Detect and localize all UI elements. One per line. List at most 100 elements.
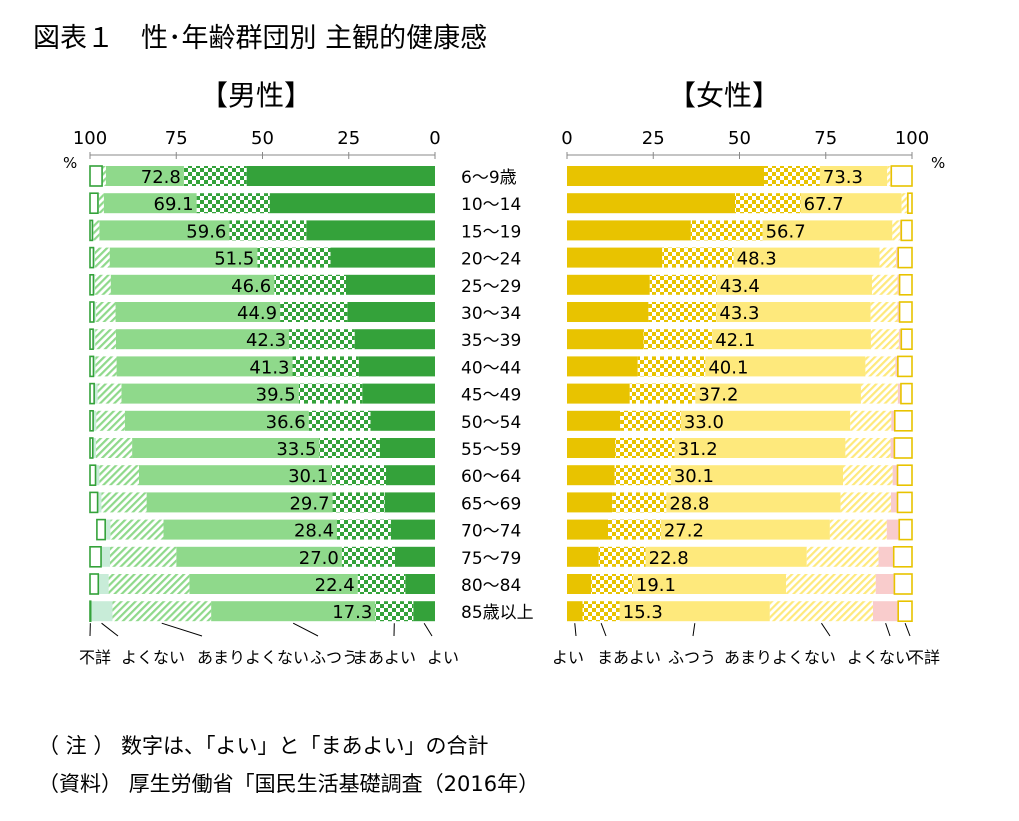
female-bar-unknown [896, 464, 913, 487]
male-bar-rather-bad [102, 166, 106, 186]
male-bar-good [354, 329, 435, 350]
female-bar-unknown [892, 545, 913, 568]
male-bar-unknown [89, 355, 95, 378]
female-bar-unknown [898, 301, 913, 323]
female-bar-good [567, 492, 613, 513]
male-data-label: 30.1 [288, 466, 328, 487]
male-bar-bad [90, 601, 113, 622]
male-bar-rather-bad [95, 356, 117, 377]
female-tick-label: 50 [728, 128, 751, 149]
female-bar-bad [875, 574, 895, 594]
female-bar-fair [649, 274, 717, 295]
female-bar-unknown [893, 409, 913, 432]
male-bar-fair [375, 601, 414, 622]
female-bar-unknown [898, 518, 913, 541]
female-bar-unknown [898, 273, 913, 296]
male-bar-fair [331, 465, 387, 486]
female-legend-bad: よくない [847, 648, 911, 667]
female-bar-unknown [897, 600, 913, 623]
female-bar-normal [712, 329, 871, 350]
male-bar-fair [183, 166, 247, 186]
male-bar-bad [93, 302, 96, 322]
male-bar-unknown [89, 464, 97, 487]
male-tick-label: 100 [73, 128, 107, 149]
age-group-label: 80～84 [461, 576, 521, 596]
female-bar-rather-bad [843, 465, 893, 486]
female-data-label: 37.2 [698, 385, 738, 406]
female-legend-leader [692, 623, 696, 637]
female-bar-unknown [896, 491, 913, 514]
female-data-label: 30.1 [674, 466, 714, 487]
male-legend-good: よい [427, 648, 459, 667]
male-bar-bad [105, 519, 111, 540]
male-bar-unknown [89, 165, 103, 187]
female-legend-leader [904, 623, 911, 637]
female-bar-good [567, 220, 691, 241]
female-bar-good [567, 166, 764, 186]
female-bar-normal [800, 193, 902, 214]
female-tick-label: 0 [561, 128, 572, 149]
male-data-label: 72.8 [141, 167, 181, 188]
female-data-label: 67.7 [804, 194, 844, 215]
female-bar-normal [695, 383, 861, 404]
female-bar-normal [660, 519, 830, 540]
male-legend-leader [161, 622, 203, 637]
female-tick-label: 100 [895, 128, 929, 149]
female-bar-normal [762, 220, 893, 241]
male-bar-unknown [89, 600, 92, 623]
male-tick-label: 75 [165, 128, 188, 149]
female-bar-unknown [900, 219, 913, 242]
male-legend-leader [292, 622, 319, 637]
male-legend-bad: よくない [121, 648, 185, 667]
male-bar-normal [109, 247, 258, 268]
female-bar-unknown [893, 437, 913, 459]
male-bar-good [330, 247, 435, 268]
male-tick-label: 0 [429, 128, 440, 149]
female-bar-bad [896, 247, 899, 268]
male-bar-unknown [89, 409, 94, 432]
male-bar-normal [105, 166, 184, 186]
male-bar-normal [110, 274, 275, 295]
female-panel-title: 【女性】 [668, 79, 781, 112]
male-bar-rather-bad [94, 247, 110, 268]
female-bar-bad [898, 329, 902, 350]
male-data-label: 29.7 [289, 493, 329, 514]
female-bar-good [567, 274, 650, 295]
female-bar-rather-bad [879, 247, 897, 268]
male-bar-rather-bad [110, 546, 177, 567]
male-data-label: 51.5 [214, 249, 254, 270]
male-bar-unknown [89, 437, 94, 459]
female-bar-fair [763, 166, 820, 186]
male-bar-fair [274, 274, 346, 295]
male-bar-good [394, 546, 435, 567]
female-data-label: 42.1 [715, 330, 755, 351]
female-bar-unknown [897, 246, 913, 269]
male-bar-fair [196, 193, 270, 214]
male-bar-rather-bad [94, 274, 111, 295]
male-bar-rather-bad [110, 519, 164, 540]
male-bar-rather-bad [96, 410, 125, 431]
male-bar-bad [94, 383, 98, 404]
male-bar-rather-bad [112, 601, 212, 622]
male-bar-fair [319, 438, 380, 458]
female-bar-unknown [900, 382, 913, 405]
female-bar-fair [648, 302, 717, 322]
male-bar-rather-bad [108, 574, 190, 594]
male-percent-label: % [63, 154, 77, 172]
female-legend-normal: ふつう [668, 648, 716, 667]
male-bar-bad [92, 438, 96, 458]
female-bar-good [567, 574, 592, 594]
female-bar-rather-bad [892, 220, 900, 241]
female-bar-bad [873, 601, 899, 622]
female-bar-rather-bad [806, 546, 879, 567]
male-bar-rather-bad [95, 438, 133, 458]
female-bar-normal [680, 410, 851, 431]
female-bar-normal [733, 247, 880, 268]
female-data-label: 43.4 [720, 276, 760, 297]
male-bar-fair [298, 383, 363, 404]
male-bar-normal [176, 546, 342, 567]
male-bar-good [405, 574, 435, 594]
footnote: （ 注 ） 数字は、「よい」と「まあよい」の合計 [38, 734, 489, 758]
female-bar-fair [643, 329, 713, 350]
age-group-label: 20～24 [461, 250, 521, 270]
